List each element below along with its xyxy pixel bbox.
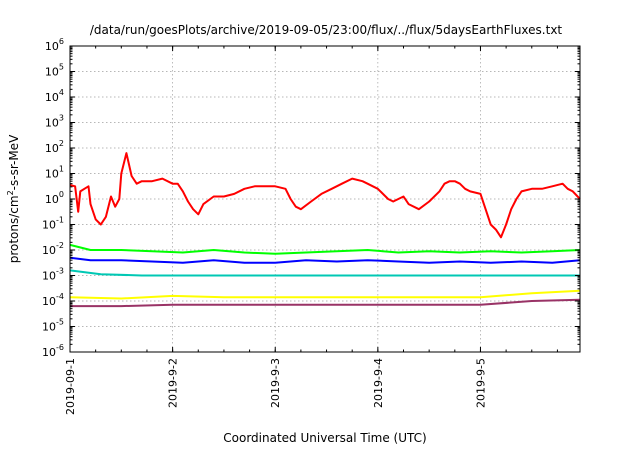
x-axis-label: Coordinated Universal Time (UTC)	[223, 431, 426, 445]
ticks	[69, 45, 580, 353]
series-layer	[69, 152, 581, 308]
y-tick-label: 103	[45, 114, 64, 130]
series-line-2	[69, 256, 581, 264]
series-line-5	[70, 298, 581, 308]
series-line-4	[69, 289, 581, 300]
y-tick-label: 10-6	[42, 343, 64, 359]
x-tick-label: 2019-9-4	[372, 358, 385, 408]
y-tick-label: 102	[45, 139, 64, 155]
x-tick-label: 2019-09-1	[64, 358, 77, 415]
y-tick-label: 104	[45, 88, 64, 104]
series-line-0	[69, 152, 581, 239]
x-tick-label: 2019-9-2	[167, 358, 180, 408]
x-tick-label: 2019-9-5	[474, 358, 487, 408]
series-line-3	[69, 269, 580, 277]
y-tick-label: 10-1	[42, 216, 64, 232]
y-axis-label: protons/cm2-s-sr-MeV	[6, 134, 21, 263]
y-tick-label: 106	[45, 37, 64, 53]
series-line-1	[69, 243, 581, 255]
y-tick-label: 100	[45, 190, 64, 206]
x-tick-label: 2019-9-3	[269, 358, 282, 408]
x-tick-labels: 2019-09-1 2019-9-2 2019-9-3 2019-9-4 2019-9-…	[64, 358, 487, 415]
y-tick-label: 105	[45, 63, 64, 79]
grid	[70, 46, 580, 352]
y-tick-label: 10-4	[42, 292, 64, 308]
chart-title: /data/run/goesPlots/archive/2019-09-05/2…	[90, 23, 563, 37]
y-tick-label: 101	[45, 165, 64, 181]
y-tick-label: 10-5	[42, 318, 64, 334]
y-tick-label: 10-3	[42, 267, 64, 283]
y-tick-label: 10-2	[42, 241, 64, 257]
y-tick-labels: 10-6 10-5 10-4 10-3 10-2 10-1 100 101 102 103 104 1…	[42, 37, 64, 359]
